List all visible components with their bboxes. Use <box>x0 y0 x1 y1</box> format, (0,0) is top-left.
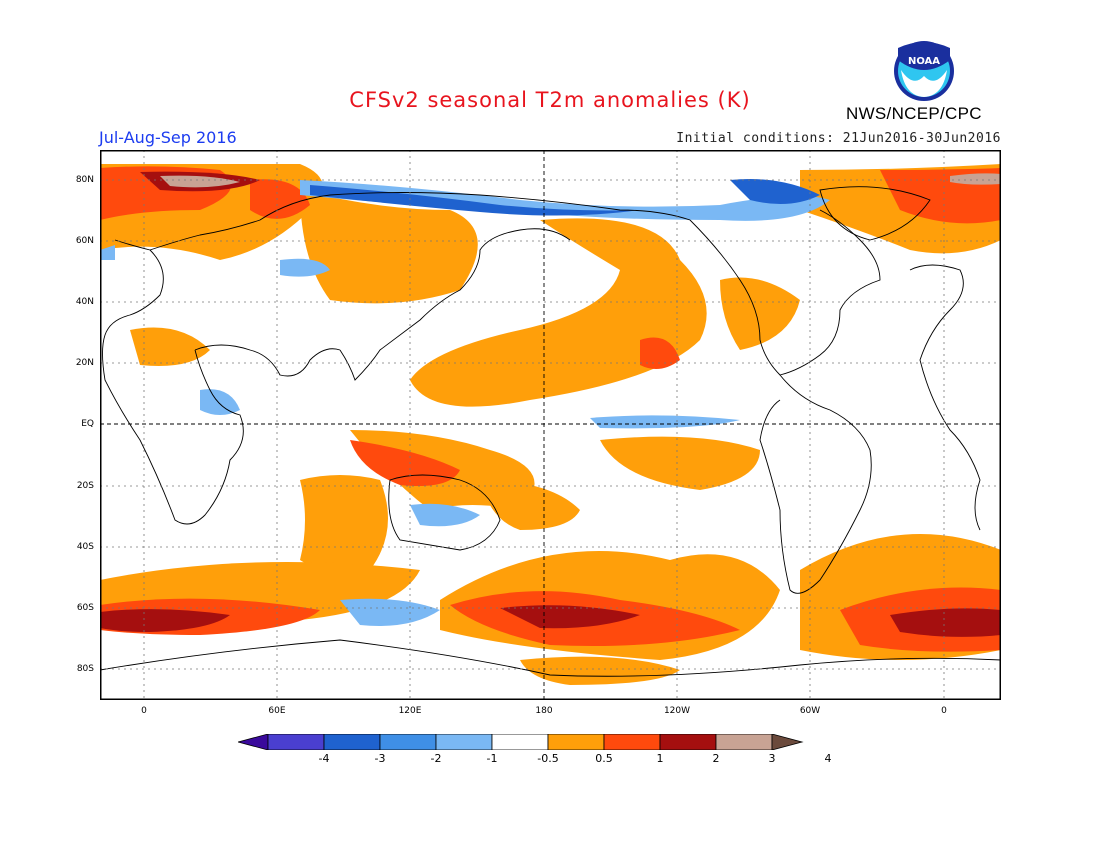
arabia-india-coast <box>194 344 341 377</box>
coastlines <box>100 186 1001 677</box>
warm-region-barents <box>250 179 310 219</box>
lat-label: 80N <box>75 175 94 185</box>
anomaly-region-antarctic-coast <box>520 656 680 685</box>
africa-coast <box>102 239 244 525</box>
australia-coast <box>388 474 501 551</box>
anomaly-region-equatorial-pacific <box>600 436 760 490</box>
north-america-coast <box>689 209 881 376</box>
lon-label: 0 <box>141 706 147 716</box>
very-hot-region-greenland <box>950 173 1001 185</box>
eurasia-north-coast <box>149 192 691 251</box>
cool-region-southern-ocean <box>340 598 440 626</box>
colorbar-cell <box>659 734 717 750</box>
colorbar-cell <box>603 734 661 750</box>
cool-region-central-asia <box>280 258 330 277</box>
colorbar-label: -2 <box>430 752 442 765</box>
colorbar-label: -0.5 <box>537 752 559 765</box>
colorbar-cell <box>771 734 804 750</box>
warm-region-indonesia <box>350 440 460 486</box>
hot-region-southern-ocean-central <box>500 605 640 629</box>
lon-label: 60E <box>268 706 286 716</box>
warm-region-east-pacific <box>640 337 680 369</box>
colorbar-label: -4 <box>318 752 330 765</box>
anomaly-fields <box>100 164 1001 685</box>
anomaly-region-siberia <box>300 190 478 304</box>
logo-text: NOAA <box>908 56 940 67</box>
lat-label: 80S <box>76 664 94 674</box>
agency-label: NWS/NCEP/CPC <box>846 104 982 123</box>
season-label: Jul-Aug-Sep 2016 <box>99 128 237 147</box>
equator-dateline <box>100 150 1001 700</box>
lat-label: 20S <box>76 481 94 491</box>
africa-coast-east-repeat <box>909 264 981 531</box>
cool-region-arctic-ocean <box>300 180 830 221</box>
lon-label: 180 <box>535 706 553 716</box>
hot-region-southern-ocean-west <box>100 609 230 632</box>
lon-label: 0 <box>941 706 947 716</box>
antarctica-coast <box>100 639 1001 677</box>
cool-region-australia <box>410 503 480 527</box>
cool-region-atlantic-edge <box>100 245 115 260</box>
colorbar-cell <box>715 734 773 750</box>
lat-label: 60N <box>75 236 94 246</box>
lon-label: 60W <box>799 706 821 716</box>
south-america-coast <box>759 374 872 594</box>
greenland-coast <box>819 186 931 241</box>
initial-conditions-label: Initial conditions: 21Jun2016-30Jun2016 <box>676 131 1001 146</box>
lat-label: 40S <box>76 542 94 552</box>
colorbar-cell <box>379 734 437 750</box>
colorbar-label: 3 <box>768 752 776 765</box>
anomaly-region-sahara <box>130 327 210 366</box>
cool-region-equatorial-pacific <box>590 415 740 429</box>
map-title: CFSv2 seasonal T2m anomalies (K) <box>349 88 751 112</box>
gridlines <box>100 150 1001 700</box>
map-frame <box>100 150 1001 700</box>
lat-label: 60S <box>76 603 94 613</box>
lat-label: EQ <box>81 419 94 429</box>
hot-region-southern-ocean-east <box>890 608 1001 637</box>
colorbar-cell <box>547 734 605 750</box>
colorbar-label: -1 <box>486 752 498 765</box>
colorbar <box>238 734 804 750</box>
lon-label: 120W <box>663 706 691 716</box>
colorbar-cell <box>323 734 381 750</box>
east-asia-coast <box>339 228 571 381</box>
lat-label: 20N <box>75 358 94 368</box>
colorbar-cell <box>435 734 493 750</box>
lat-label: 40N <box>75 297 94 307</box>
anomaly-region-north-america <box>720 277 800 350</box>
colorbar-label: 1 <box>656 752 664 765</box>
very-hot-region-arctic <box>160 175 240 188</box>
colorbar-label: 4 <box>824 752 832 765</box>
cold-region-canadian-arctic <box>730 179 820 204</box>
lon-label: 120E <box>398 706 422 716</box>
cool-region-east-africa <box>200 389 240 415</box>
anomaly-region-north-pacific <box>410 218 707 407</box>
noaa-logo-icon: NOAA <box>894 41 954 101</box>
anomaly-region-indian-ocean <box>300 475 388 574</box>
colorbar-label: -3 <box>374 752 386 765</box>
colorbar-label: 2 <box>712 752 720 765</box>
colorbar-cell <box>491 734 549 750</box>
colorbar-label: 0.5 <box>595 752 613 765</box>
colorbar-cell <box>267 734 325 750</box>
anomaly-region-south-pacific <box>480 480 580 530</box>
colorbar-cell <box>238 734 269 750</box>
anomaly-map <box>100 150 1001 700</box>
